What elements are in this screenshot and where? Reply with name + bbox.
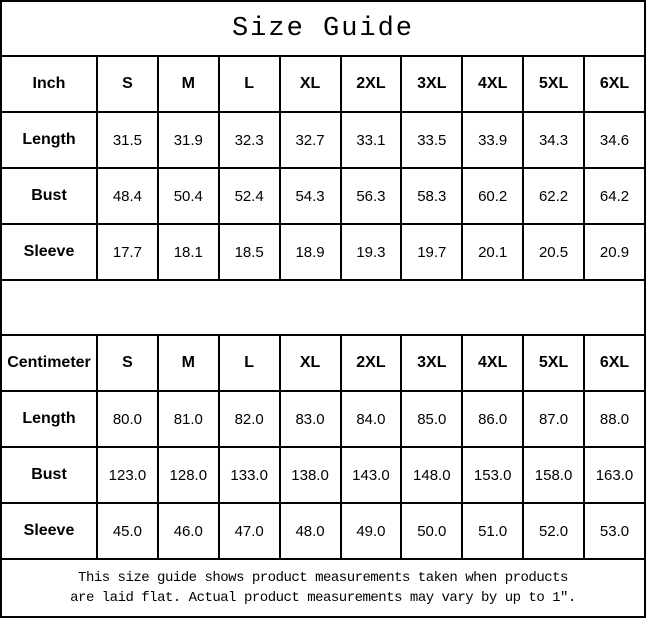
size-header: M [156, 334, 220, 392]
size-value: 53.0 [583, 502, 646, 560]
size-value: 19.3 [339, 223, 403, 281]
unit-header-inch: Inch [0, 55, 98, 113]
row-label: Length [0, 390, 98, 448]
size-value: 31.9 [156, 111, 220, 169]
size-value: 18.5 [217, 223, 281, 281]
table-row: Length 31.5 31.9 32.3 32.7 33.1 33.5 33.… [0, 111, 646, 169]
table-row: Bust 48.4 50.4 52.4 54.3 56.3 58.3 60.2 … [0, 167, 646, 225]
size-header: 5XL [522, 55, 585, 113]
table-row: Sleeve 17.7 18.1 18.5 18.9 19.3 19.7 20.… [0, 223, 646, 281]
size-header: 5XL [522, 334, 585, 392]
size-value: 81.0 [156, 390, 220, 448]
footer-row: This size guide shows product measuremen… [0, 558, 646, 618]
size-value: 52.0 [522, 502, 585, 560]
size-value: 158.0 [522, 446, 585, 504]
size-value: 19.7 [400, 223, 464, 281]
size-value: 20.9 [583, 223, 646, 281]
spacer [0, 279, 646, 336]
size-header: M [156, 55, 220, 113]
size-value: 56.3 [339, 167, 403, 225]
size-value: 49.0 [339, 502, 403, 560]
size-header: 3XL [400, 55, 464, 113]
size-header: XL [278, 55, 342, 113]
size-value: 62.2 [522, 167, 585, 225]
row-label: Sleeve [0, 223, 98, 281]
size-value: 133.0 [217, 446, 281, 504]
size-value: 153.0 [461, 446, 525, 504]
footer-note-line2: are laid flat. Actual product measuremen… [70, 590, 576, 606]
size-header: S [96, 55, 159, 113]
row-label: Length [0, 111, 98, 169]
size-value: 83.0 [278, 390, 342, 448]
size-value: 17.7 [96, 223, 159, 281]
size-value: 32.7 [278, 111, 342, 169]
size-value: 52.4 [217, 167, 281, 225]
size-value: 85.0 [400, 390, 464, 448]
size-header: 2XL [339, 55, 403, 113]
centimeter-header-row: Centimeter S M L XL 2XL 3XL 4XL 5XL 6XL [0, 334, 646, 392]
size-value: 18.9 [278, 223, 342, 281]
size-value: 45.0 [96, 502, 159, 560]
size-value: 60.2 [461, 167, 525, 225]
table-row: Sleeve 45.0 46.0 47.0 48.0 49.0 50.0 51.… [0, 502, 646, 560]
size-value: 33.1 [339, 111, 403, 169]
size-value: 148.0 [400, 446, 464, 504]
table-row: Length 80.0 81.0 82.0 83.0 84.0 85.0 86.… [0, 390, 646, 448]
row-label: Sleeve [0, 502, 98, 560]
row-label: Bust [0, 446, 98, 504]
size-value: 34.3 [522, 111, 585, 169]
size-value: 20.5 [522, 223, 585, 281]
size-value: 34.6 [583, 111, 646, 169]
size-value: 138.0 [278, 446, 342, 504]
size-value: 48.4 [96, 167, 159, 225]
size-value: 58.3 [400, 167, 464, 225]
size-value: 128.0 [156, 446, 220, 504]
size-header: 2XL [339, 334, 403, 392]
size-header: 6XL [583, 55, 646, 113]
size-value: 87.0 [522, 390, 585, 448]
size-value: 80.0 [96, 390, 159, 448]
size-value: 64.2 [583, 167, 646, 225]
size-value: 18.1 [156, 223, 220, 281]
size-header: 6XL [583, 334, 646, 392]
size-value: 84.0 [339, 390, 403, 448]
size-value: 32.3 [217, 111, 281, 169]
size-value: 33.5 [400, 111, 464, 169]
page-title: Size Guide [0, 0, 646, 57]
size-header: 4XL [461, 55, 525, 113]
size-header: L [217, 334, 281, 392]
footer-note-line1: This size guide shows product measuremen… [78, 570, 568, 586]
size-value: 82.0 [217, 390, 281, 448]
size-value: 50.4 [156, 167, 220, 225]
size-value: 123.0 [96, 446, 159, 504]
size-value: 20.1 [461, 223, 525, 281]
size-value: 163.0 [583, 446, 646, 504]
size-value: 33.9 [461, 111, 525, 169]
table-row: Bust 123.0 128.0 133.0 138.0 143.0 148.0… [0, 446, 646, 504]
title-row: Size Guide [0, 0, 646, 57]
size-value: 50.0 [400, 502, 464, 560]
size-value: 31.5 [96, 111, 159, 169]
size-value: 47.0 [217, 502, 281, 560]
size-header: 3XL [400, 334, 464, 392]
size-value: 86.0 [461, 390, 525, 448]
size-value: 51.0 [461, 502, 525, 560]
size-value: 54.3 [278, 167, 342, 225]
row-label: Bust [0, 167, 98, 225]
size-value: 48.0 [278, 502, 342, 560]
spacer-row [0, 279, 646, 336]
inch-header-row: Inch S M L XL 2XL 3XL 4XL 5XL 6XL [0, 55, 646, 113]
unit-header-centimeter: Centimeter [0, 334, 98, 392]
footer-note: This size guide shows product measuremen… [0, 558, 646, 618]
size-header: XL [278, 334, 342, 392]
size-value: 88.0 [583, 390, 646, 448]
size-value: 143.0 [339, 446, 403, 504]
size-header: 4XL [461, 334, 525, 392]
size-header: L [217, 55, 281, 113]
size-header: S [96, 334, 159, 392]
size-value: 46.0 [156, 502, 220, 560]
